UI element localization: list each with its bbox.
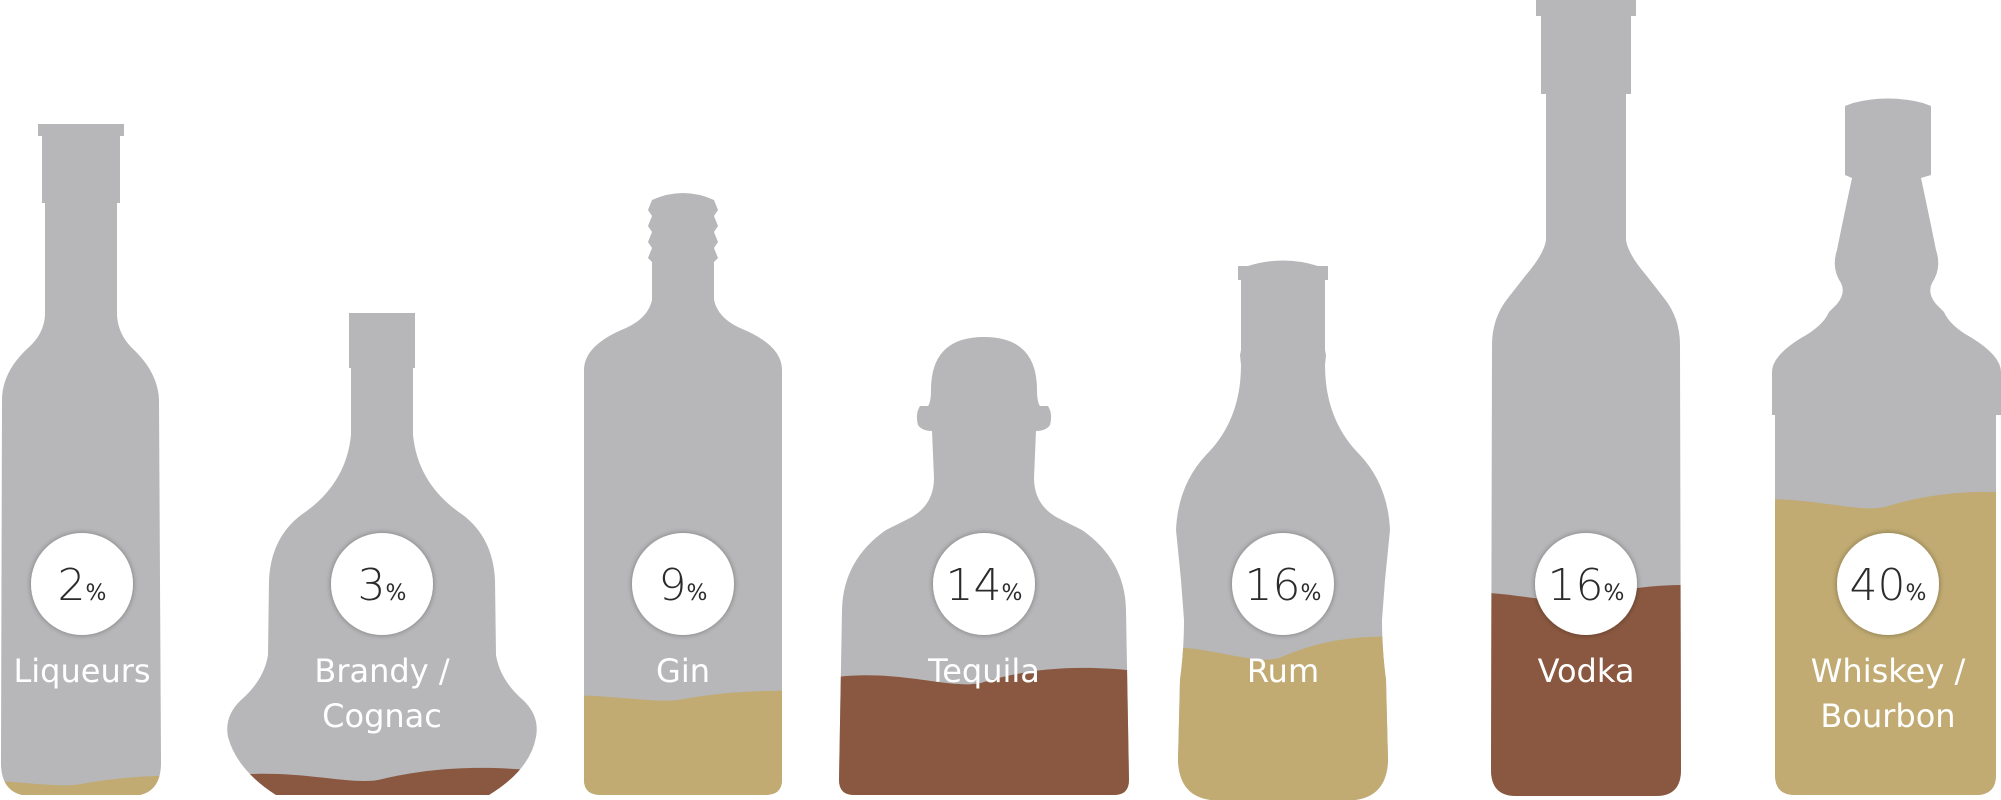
value-badge-whiskey-bourbon	[1837, 533, 1939, 635]
value-unit: %	[386, 581, 407, 606]
value-unit: %	[1604, 581, 1625, 606]
value-label-brandy-cognac: 3%	[358, 560, 407, 611]
liquid-fill-whiskey-bourbon	[1772, 491, 2001, 795]
value-number: 9	[659, 560, 687, 611]
value-label-rum: 16%	[1245, 560, 1322, 611]
value-label-liqueurs: 2%	[58, 560, 107, 611]
value-number: 40	[1850, 560, 1906, 611]
value-badge-vodka	[1535, 533, 1637, 635]
category-label-rum: Rum	[1247, 652, 1319, 690]
value-badge-liqueurs	[31, 533, 133, 635]
bottle-group-vodka: 16% Vodka	[1491, 0, 1681, 796]
category-label-gin: Gin	[656, 652, 710, 690]
category-label-brandy-cognac: Brandy / Cognac	[314, 652, 449, 735]
category-label-liqueurs: Liqueurs	[13, 652, 150, 690]
category-label-line: Gin	[656, 652, 710, 690]
bottle-group-liqueurs: 2% Liqueurs	[0, 124, 162, 795]
liquid-fill-brandy-cognac	[227, 767, 537, 795]
category-label-line: Tequila	[927, 652, 1040, 690]
bottle-group-brandy-cognac: 3% Brandy / Cognac	[227, 313, 537, 795]
category-label-line: Liqueurs	[13, 652, 150, 690]
bottle-group-tequila: 14% Tequila	[839, 337, 1129, 795]
liquid-fill-vodka	[1491, 584, 1681, 796]
category-label-whiskey-bourbon: Whiskey / Bourbon	[1811, 652, 1966, 735]
category-label-line: Cognac	[322, 697, 442, 735]
liquid-fill-gin	[584, 690, 782, 795]
value-badge-gin	[632, 533, 734, 635]
value-number: 3	[358, 560, 386, 611]
value-badge-rum	[1232, 533, 1334, 635]
category-label-line: Vodka	[1538, 652, 1635, 690]
category-label-tequila: Tequila	[927, 652, 1040, 690]
bottle-group-whiskey-bourbon: 40% Whiskey / Bourbon	[1772, 98, 2001, 795]
category-label-line: Bourbon	[1820, 697, 1955, 735]
liquid-fill-tequila	[839, 667, 1129, 795]
value-label-gin: 9%	[659, 560, 708, 611]
value-number: 2	[58, 560, 86, 611]
value-badge-brandy-cognac	[331, 533, 433, 635]
value-number: 14	[946, 560, 1002, 611]
value-number: 16	[1245, 560, 1301, 611]
value-label-vodka: 16%	[1548, 560, 1625, 611]
bottle-group-gin: 9% Gin	[584, 193, 782, 795]
value-label-whiskey-bourbon: 40%	[1850, 560, 1927, 611]
value-number: 16	[1548, 560, 1604, 611]
bottle-liqueurs	[0, 124, 162, 795]
bottle-gin	[584, 193, 782, 795]
value-unit: %	[86, 581, 107, 606]
value-unit: %	[687, 581, 708, 606]
value-label-tequila: 14%	[946, 560, 1023, 611]
value-unit: %	[1301, 581, 1322, 606]
category-label-line: Rum	[1247, 652, 1319, 690]
category-label-line: Brandy /	[314, 652, 449, 690]
bottle-group-rum: 16% Rum	[1176, 260, 1390, 800]
category-label-line: Whiskey /	[1811, 652, 1966, 690]
value-unit: %	[1002, 581, 1023, 606]
category-label-vodka: Vodka	[1538, 652, 1635, 690]
liquid-fill-rum	[1176, 636, 1390, 800]
value-badge-tequila	[933, 533, 1035, 635]
value-unit: %	[1906, 581, 1927, 606]
